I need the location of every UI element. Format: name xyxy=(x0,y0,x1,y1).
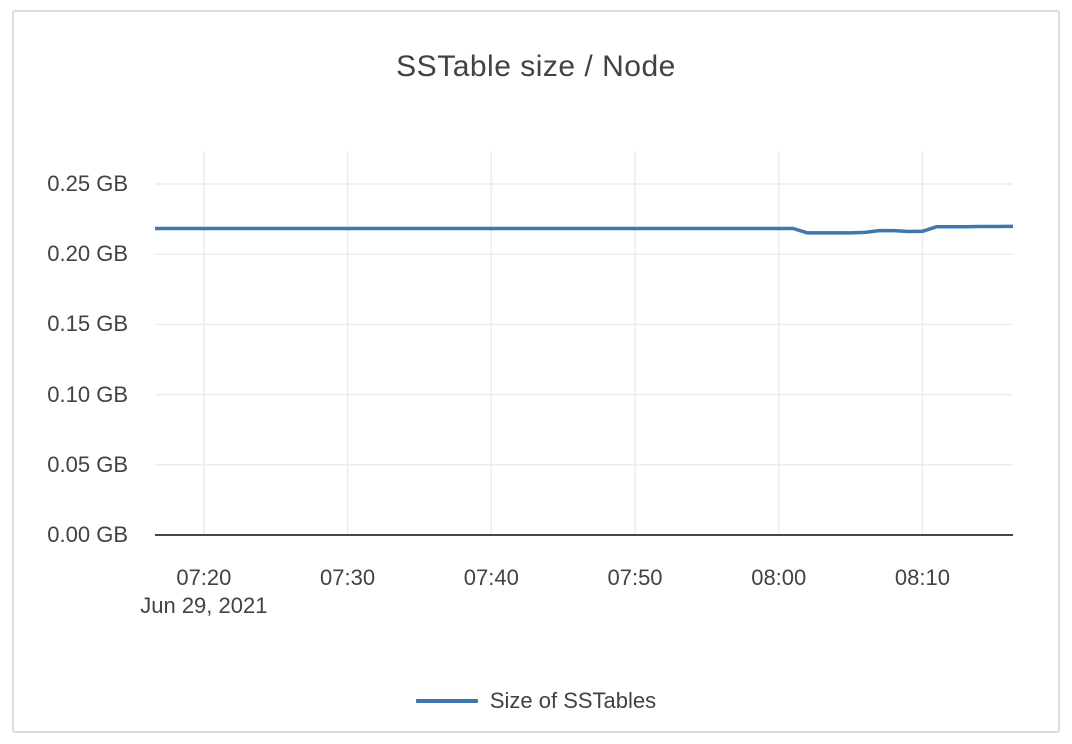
legend: Size of SSTables xyxy=(0,688,1072,714)
chart-card-border xyxy=(12,10,1060,733)
y-tick-label: 0.05 GB xyxy=(47,451,128,477)
y-tick-label: 0.10 GB xyxy=(47,381,128,407)
y-tick-label: 0.15 GB xyxy=(47,311,128,337)
x-tick-label: 08:00 xyxy=(751,565,807,590)
x-tick-label: 07:20 xyxy=(176,565,232,590)
legend-label: Size of SSTables xyxy=(489,688,657,713)
x-tick-label: 08:10 xyxy=(894,565,950,590)
chart-title: SSTable size / Node xyxy=(396,50,676,83)
series-line xyxy=(155,224,1013,235)
x-tick-label: 07:50 xyxy=(607,565,663,590)
legend-item-sstables[interactable]: Size of SSTables xyxy=(415,688,657,714)
x-tick-label: 07:40 xyxy=(463,565,519,590)
plot-svg xyxy=(155,151,1013,536)
plot-area[interactable] xyxy=(155,151,1013,537)
legend-line-sample xyxy=(415,699,478,703)
x-axis-date-label: Jun 29, 2021 xyxy=(140,593,268,618)
y-tick-label: 0.20 GB xyxy=(47,241,128,267)
y-tick-label: 0.00 GB xyxy=(47,522,128,547)
x-tick-label: 07:30 xyxy=(320,565,376,590)
y-tick-label: 0.25 GB xyxy=(47,170,128,196)
